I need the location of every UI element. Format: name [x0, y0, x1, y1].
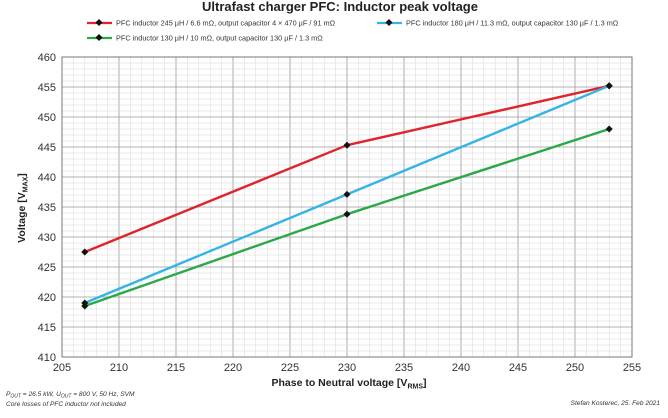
data-point-series-3: [81, 302, 89, 310]
legend-item-2: PFC inductor 180 µH / 11.3 mΩ, output ca…: [377, 19, 619, 28]
y-tick-label: 430: [38, 232, 56, 244]
y-tick-label: 415: [38, 322, 56, 334]
y-tick-label: 425: [38, 262, 56, 274]
x-tick-label: 230: [338, 362, 356, 374]
y-tick-label: 410: [38, 352, 56, 364]
footnote-conditions: POUT = 26.5 kW, UOUT = 800 V, 50 Hz, SVM: [6, 391, 135, 400]
plot-frame: [61, 56, 633, 358]
data-point-series-3: [343, 210, 351, 218]
legend: PFC inductor 245 µH / 6.6 mΩ, output cap…: [87, 19, 619, 43]
y-tick-label: 460: [38, 52, 56, 64]
y-tick-label: 450: [38, 112, 56, 124]
legend-item-1: PFC inductor 245 µH / 6.6 mΩ, output cap…: [87, 19, 336, 28]
legend-item-3: PFC inductor 130 µH / 10 mΩ, output capa…: [87, 34, 323, 43]
author-credit: Stefan Kosterec, 25. Feb 2021: [571, 400, 661, 407]
data-point-series-3: [605, 125, 613, 133]
x-tick-label: 245: [509, 362, 527, 374]
x-tick-label: 235: [395, 362, 413, 374]
x-tick-label: 220: [224, 362, 242, 374]
x-tick-label: 255: [623, 362, 641, 374]
y-tick-label: 435: [38, 202, 56, 214]
legend-marker-3: [95, 33, 103, 42]
x-tick-label: 205: [53, 362, 71, 374]
data-point-series-2: [343, 190, 351, 198]
y-tick-label: 455: [38, 82, 56, 94]
data-point-series-2: [605, 82, 613, 90]
legend-label-1: PFC inductor 245 µH / 6.6 mΩ, output cap…: [116, 19, 336, 28]
y-tick-label: 440: [38, 172, 56, 184]
x-tick-label: 240: [452, 362, 470, 374]
plot-area: 205 210 215 220 225 230 235 240 245 250 255 410 415 4…: [38, 52, 642, 374]
chart-title: Ultrafast charger PFC: Inductor peak vol…: [202, 0, 478, 14]
legend-label-2: PFC inductor 180 µH / 11.3 mΩ, output ca…: [406, 19, 619, 28]
legend-marker-1: [95, 18, 103, 27]
legend-marker-2: [385, 18, 393, 27]
x-tick-label: 210: [110, 362, 128, 374]
y-tick-label: 445: [38, 142, 56, 154]
y-axis-label: Voltage [VMAX]: [16, 173, 30, 243]
data-point-series-1: [81, 248, 89, 256]
y-tick-label: 420: [38, 292, 56, 304]
x-tick-label: 225: [281, 362, 299, 374]
footnote-core-losses: Core losses of PFC inductor not included: [6, 401, 126, 408]
x-axis-label: Phase to Neutral voltage [VRMS]: [271, 377, 426, 391]
data-point-series-1: [343, 141, 351, 149]
legend-label-3: PFC inductor 130 µH / 10 mΩ, output capa…: [116, 34, 323, 43]
x-tick-label: 215: [167, 362, 185, 374]
x-tick-label: 250: [566, 362, 584, 374]
